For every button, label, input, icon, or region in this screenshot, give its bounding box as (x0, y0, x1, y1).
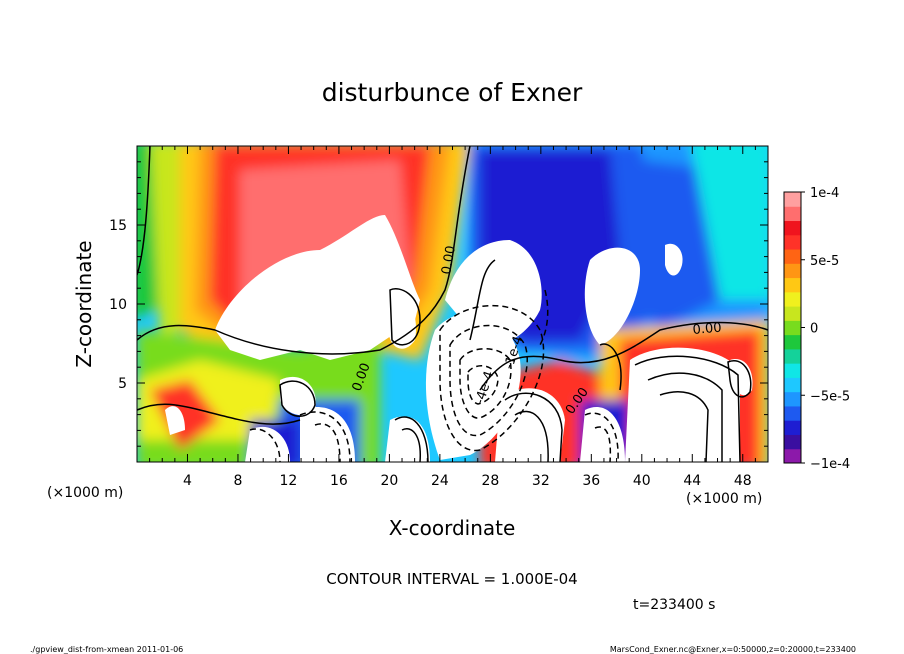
colorbar-label: −1e-4 (810, 457, 850, 472)
contour-label: 0.00 (439, 245, 459, 276)
x-unit-left: (×1000 m) (47, 485, 123, 501)
contour-label: 0.00 (692, 321, 722, 338)
x-tick-label: 48 (734, 473, 752, 489)
x-axis-ticks: 4 8 12 16 20 24 28 32 36 40 44 48 (149, 146, 756, 489)
x-tick-label: 28 (481, 473, 499, 489)
y-axis-label: Z-coordinate (72, 240, 96, 367)
y-tick-label: 5 (118, 376, 127, 392)
colorbar-segment (784, 391, 801, 407)
plot-area (137, 146, 768, 462)
footer-left: ./gpview_dist-from-xmean 2011-01-06 (30, 645, 183, 654)
negative-contours (249, 289, 619, 462)
colorbar-segment (784, 192, 801, 207)
x-tick-label: 12 (280, 473, 298, 489)
colorbar-segment (784, 320, 801, 336)
colorbar-segment (784, 249, 801, 264)
contour-interval-text: CONTOUR INTERVAL = 1.000E-04 (326, 570, 577, 588)
x-tick-label: 8 (233, 473, 242, 489)
colorbar-segment (784, 334, 801, 350)
y-tick-label: 15 (109, 218, 127, 234)
colorbar-segment (784, 348, 801, 364)
colorbar-segment (784, 220, 801, 236)
x-tick-label: 24 (431, 473, 449, 489)
colorbar-segment (784, 405, 801, 421)
x-tick-label: 44 (683, 473, 701, 489)
colorbar-segment (784, 206, 801, 222)
x-tick-label: 4 (183, 473, 192, 489)
time-text: t=233400 s (633, 597, 715, 613)
colorbar-label: 0 (810, 322, 818, 337)
colorbar-ticks: 1e-4 5e-5 0 −5e-5 −1e-4 (801, 186, 850, 472)
x-unit-right: (×1000 m) (686, 491, 762, 507)
colorbar (784, 192, 801, 464)
saturated-regions (165, 215, 753, 462)
x-axis-label: X-coordinate (389, 516, 516, 540)
x-tick-label: 32 (532, 473, 550, 489)
colorbar-segment (784, 306, 801, 321)
y-axis-ticks: 5 10 15 (109, 161, 768, 447)
colorbar-segment (784, 277, 801, 293)
colorbar-segment (784, 448, 801, 464)
colorbar-label: 1e-4 (810, 186, 839, 201)
colorbar-segment (784, 363, 801, 378)
chart-title: disturbunce of Exner (322, 78, 583, 107)
x-tick-label: 40 (633, 473, 651, 489)
colorbar-segment (784, 263, 801, 279)
x-tick-label: 36 (582, 473, 600, 489)
y-tick-label: 10 (109, 297, 127, 313)
x-tick-label: 16 (330, 473, 348, 489)
colorbar-label: 5e-5 (810, 254, 839, 269)
positive-contours (137, 146, 768, 462)
colorbar-segment (784, 420, 801, 435)
colorbar-segment (784, 234, 801, 250)
x-tick-label: 20 (380, 473, 398, 489)
colorbar-segment (784, 434, 801, 450)
colorbar-segment (784, 291, 801, 307)
footer-right: MarsCond_Exner.nc@Exner,x=0:50000,z=0:20… (610, 645, 856, 654)
colorbar-label: −5e-5 (810, 389, 850, 404)
colorbar-segment (784, 377, 801, 393)
